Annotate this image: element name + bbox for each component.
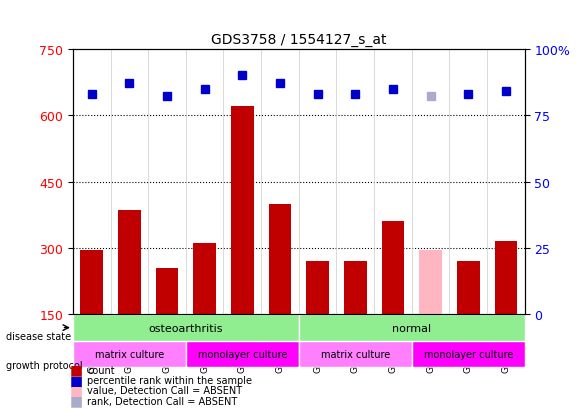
Bar — [194, 244, 216, 315]
Text: count: count — [87, 365, 115, 375]
Text: growth protocol: growth protocol — [6, 361, 82, 370]
Text: ■: ■ — [70, 383, 83, 397]
Bar — [494, 242, 517, 315]
FancyBboxPatch shape — [73, 341, 186, 368]
Bar — [344, 261, 367, 315]
FancyBboxPatch shape — [412, 341, 525, 368]
Text: normal: normal — [392, 323, 431, 333]
Text: monolayer culture: monolayer culture — [423, 349, 513, 359]
Text: percentile rank within the sample: percentile rank within the sample — [87, 375, 252, 385]
Bar — [269, 204, 292, 315]
Text: value, Detection Call = ABSENT: value, Detection Call = ABSENT — [87, 385, 243, 395]
Text: ■: ■ — [70, 394, 83, 408]
Bar — [80, 251, 103, 315]
Text: matrix culture: matrix culture — [321, 349, 390, 359]
Bar — [306, 261, 329, 315]
Bar — [382, 222, 404, 315]
Text: rank, Detection Call = ABSENT: rank, Detection Call = ABSENT — [87, 396, 238, 406]
Bar — [419, 251, 442, 315]
Bar — [457, 261, 479, 315]
FancyBboxPatch shape — [73, 315, 299, 341]
Bar — [118, 211, 141, 315]
Bar — [231, 107, 254, 315]
Bar — [156, 268, 178, 315]
FancyBboxPatch shape — [299, 341, 412, 368]
Text: ■: ■ — [70, 363, 83, 377]
Text: matrix culture: matrix culture — [94, 349, 164, 359]
Text: osteoarthritis: osteoarthritis — [149, 323, 223, 333]
Text: disease state: disease state — [6, 332, 71, 342]
Title: GDS3758 / 1554127_s_at: GDS3758 / 1554127_s_at — [211, 33, 387, 47]
FancyBboxPatch shape — [186, 341, 299, 368]
Text: ■: ■ — [70, 373, 83, 387]
FancyBboxPatch shape — [299, 315, 525, 341]
Text: monolayer culture: monolayer culture — [198, 349, 287, 359]
